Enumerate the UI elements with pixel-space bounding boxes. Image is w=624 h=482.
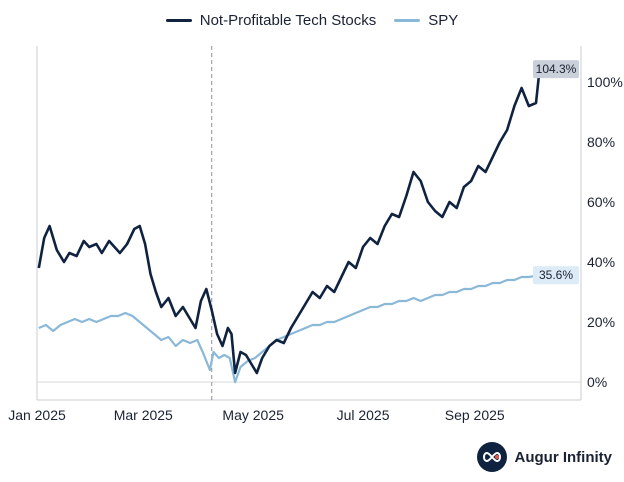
end-label-box-1 — [533, 60, 579, 79]
chart-legend: Not-Profitable Tech Stocks SPY — [0, 12, 624, 29]
series-lines — [37, 68, 541, 384]
x-tick-label: May 2025 — [222, 407, 284, 423]
y-axis-ticks: 0% 20% 40% 60% 80% 100% — [587, 74, 623, 390]
y-tick-label: 60% — [587, 194, 615, 210]
legend-label-series-2: SPY — [428, 12, 459, 29]
y-tick-label: 20% — [587, 314, 615, 330]
x-tick-label: Mar 2025 — [114, 407, 173, 423]
legend-swatch-series-2 — [394, 19, 421, 22]
end-labels: 104.3% 35.6% — [533, 60, 579, 285]
end-label-2: 35.6% — [539, 268, 573, 282]
x-tick-label: Sep 2025 — [445, 407, 505, 423]
end-label-box-2 — [533, 266, 579, 285]
y-tick-label: 0% — [587, 374, 607, 390]
brand-logo: Augur Infinity — [476, 442, 613, 472]
end-label-1: 104.3% — [536, 62, 577, 76]
legend-swatch-series-1 — [165, 19, 192, 22]
y-tick-label: 100% — [587, 74, 623, 90]
legend-label-series-1: Not-Profitable Tech Stocks — [199, 12, 377, 29]
y-tick-label: 80% — [587, 134, 615, 150]
brand-name: Augur Infinity — [514, 448, 613, 466]
x-tick-label: Jan 2025 — [8, 407, 66, 423]
infinity-icon — [476, 442, 507, 472]
y-tick-label: 40% — [587, 254, 615, 270]
plot-frame — [36, 46, 582, 401]
x-tick-label: Jul 2025 — [337, 407, 390, 423]
legend-item-series-1: Not-Profitable Tech Stocks — [165, 12, 377, 29]
series-line-2 — [38, 274, 540, 384]
series-line-1 — [37, 68, 541, 375]
x-axis-ticks: Jan 2025 Mar 2025 May 2025 Jul 2025 Sep 2025 — [8, 407, 505, 423]
legend-item-series-2: SPY — [394, 12, 458, 29]
